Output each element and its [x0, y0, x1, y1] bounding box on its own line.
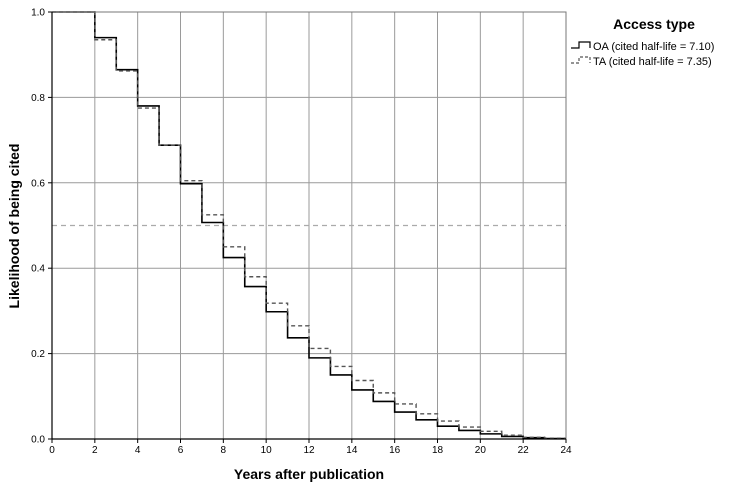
x-tick-label-8: 8	[221, 445, 227, 456]
x-tick-label-20: 20	[475, 445, 487, 456]
x-tick-label-10: 10	[261, 445, 273, 456]
y-axis-title: Likelihood of being cited	[6, 144, 22, 309]
y-tick-labels: 0.0 0.2 0.4 0.6 0.8 1.0	[31, 8, 52, 446]
x-tick-label-12: 12	[303, 445, 315, 456]
y-tick-label-0.8: 0.8	[31, 93, 45, 104]
legend-swatches	[571, 41, 591, 64]
x-tick-labels: 0 2 4 6 8 10 12 14 16 18 20 22 24	[49, 439, 572, 456]
y-tick-label-0.4: 0.4	[31, 264, 45, 275]
x-tick-label-4: 4	[135, 445, 141, 456]
legend-swatch-ta	[571, 56, 591, 64]
legend-title: Access type	[613, 16, 695, 32]
x-tick-label-6: 6	[178, 445, 184, 456]
x-tick-label-24: 24	[560, 445, 572, 456]
x-axis-title: Years after publication	[234, 466, 384, 482]
x-tick-label-22: 22	[518, 445, 530, 456]
y-tick-label-0.2: 0.2	[31, 349, 45, 360]
y-tick-label-0.0: 0.0	[31, 435, 45, 446]
legend-entry-oa: OA (cited half-life = 7.10)	[593, 41, 714, 53]
series-group	[52, 11, 566, 440]
y-tick-label-0.6: 0.6	[31, 178, 45, 189]
series-ta-line	[52, 11, 566, 439]
x-tick-label-16: 16	[389, 445, 401, 456]
legend: Access type OA (cited half-life = 7.10) …	[571, 16, 714, 68]
x-tick-label-2: 2	[92, 445, 98, 456]
x-tick-label-18: 18	[432, 445, 444, 456]
x-tick-label-0: 0	[49, 445, 55, 456]
legend-swatch-oa	[571, 41, 591, 49]
legend-entry-ta: TA (cited half-life = 7.35)	[593, 56, 712, 68]
y-tick-label-1.0: 1.0	[31, 8, 45, 19]
x-tick-label-14: 14	[346, 445, 358, 456]
